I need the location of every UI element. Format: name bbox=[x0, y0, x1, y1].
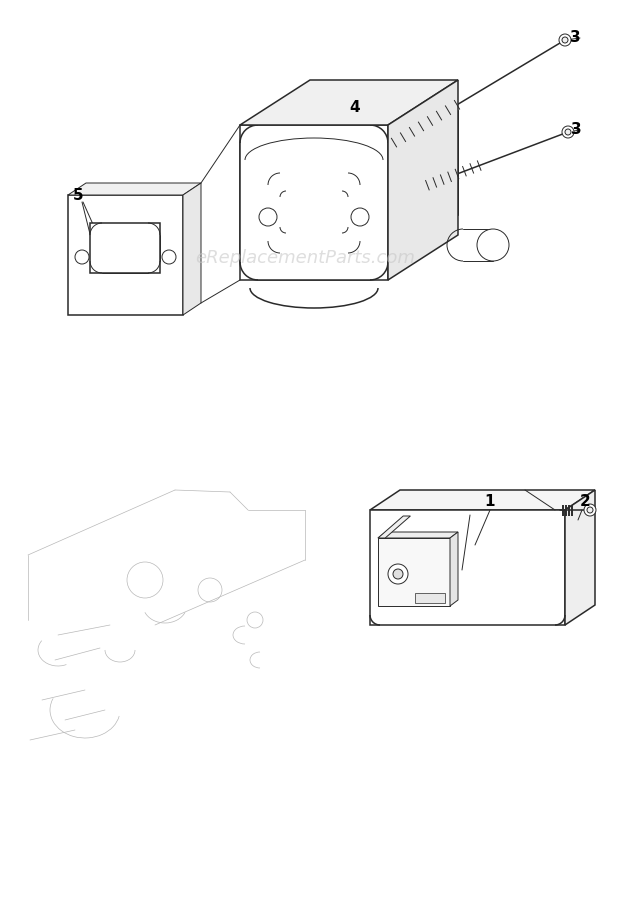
Text: 4: 4 bbox=[350, 101, 360, 115]
Circle shape bbox=[393, 569, 403, 579]
Circle shape bbox=[584, 504, 596, 516]
Polygon shape bbox=[90, 223, 160, 273]
Polygon shape bbox=[68, 195, 183, 315]
Polygon shape bbox=[565, 490, 595, 625]
Circle shape bbox=[565, 129, 571, 135]
Polygon shape bbox=[183, 183, 201, 315]
Circle shape bbox=[559, 34, 571, 46]
Polygon shape bbox=[378, 516, 410, 538]
Circle shape bbox=[259, 208, 277, 226]
Text: eReplacementParts.com: eReplacementParts.com bbox=[195, 249, 415, 267]
Circle shape bbox=[477, 229, 509, 261]
Circle shape bbox=[562, 37, 568, 43]
Polygon shape bbox=[378, 532, 458, 538]
Polygon shape bbox=[370, 490, 595, 510]
Circle shape bbox=[587, 507, 593, 513]
Polygon shape bbox=[450, 532, 458, 606]
Polygon shape bbox=[378, 538, 450, 606]
Text: 3: 3 bbox=[570, 31, 580, 45]
Text: 2: 2 bbox=[580, 495, 590, 509]
Circle shape bbox=[388, 564, 408, 584]
Polygon shape bbox=[240, 125, 388, 280]
Circle shape bbox=[351, 208, 369, 226]
Circle shape bbox=[162, 250, 176, 264]
Polygon shape bbox=[415, 593, 445, 603]
Text: 3: 3 bbox=[570, 123, 582, 138]
Circle shape bbox=[562, 126, 574, 138]
Polygon shape bbox=[240, 80, 458, 125]
Polygon shape bbox=[370, 510, 565, 625]
Text: 5: 5 bbox=[73, 187, 83, 203]
Text: 1: 1 bbox=[485, 495, 495, 509]
Polygon shape bbox=[388, 80, 458, 280]
Polygon shape bbox=[68, 183, 201, 195]
Circle shape bbox=[75, 250, 89, 264]
